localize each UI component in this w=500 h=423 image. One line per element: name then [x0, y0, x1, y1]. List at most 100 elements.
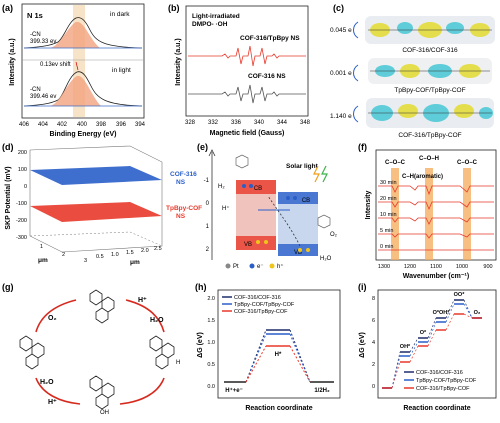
panel-e-yticks: -1 0 1 2 [204, 178, 210, 253]
panel-f-letter: (f) [358, 142, 367, 152]
panel-h-ylabel: ΔG (eV) [197, 332, 204, 358]
panel-a-xtick: 404 [38, 122, 49, 128]
panel-h-state-mid: H* [275, 352, 282, 358]
panel-f-xticks: 1300 1200 1100 1000 900 [378, 264, 493, 270]
panel-i-legend: COF-316/COF-316 TpBpy-COF/TpBpy-COF COF-… [404, 370, 477, 392]
panel-a-xticks: 406 404 402 400 398 396 394 [19, 122, 146, 128]
panel-f-time-label: 30 min [380, 180, 397, 186]
panel-g-hplus-2: H⁺ [48, 399, 57, 406]
panel-d-ztick: 100 [18, 167, 27, 173]
panel-g-h2o-1: H₂O [150, 317, 164, 324]
panel-i-xlabel: Reaction coordinate [403, 405, 470, 412]
panel-h: (h) COF-316/COF-316 TpBpy-COF/TpBpy-COF … [195, 282, 341, 412]
panel-e-ytick: 2 [206, 247, 210, 253]
panel-e-cb-label-2: CB [302, 198, 310, 204]
panel-d-letter: (d) [2, 142, 14, 152]
panel-g-arrow-1 [35, 299, 77, 333]
panel-f-time-label: 5 min [380, 228, 393, 234]
panel-a-xtick: 406 [19, 122, 30, 128]
panel-g-arrow-4 [119, 377, 165, 405]
panel-i-letter: (i) [358, 282, 367, 292]
panel-f-xlabel: Wavenumber (cm⁻¹) [403, 273, 469, 280]
panel-i-state-labels: OH* O* O*OH* OO* O₂ [400, 292, 481, 350]
panel-i: (i) COF-316/COF-316 TpBpy-COF/TpBpy-COF … [358, 282, 497, 412]
panel-f-peak2: C–O–H [419, 156, 439, 162]
panel-d-xticks: 1 2 3 [40, 244, 87, 264]
panel-e-h-dot [269, 263, 275, 269]
panel-e-legend-e: e⁻ [257, 264, 264, 270]
panel-d-yticks: 0.5 1.0 1.5 2.0 2.5 [96, 246, 162, 260]
panel-d-blue-plane [30, 166, 162, 185]
panel-c-structure-2 [368, 58, 492, 84]
panel-d-ztick: -200 [16, 218, 27, 224]
panel-h-legend-3: COF-316/TpBpy-COF [234, 309, 288, 315]
panel-d-ztick: 0 [24, 184, 27, 190]
panel-i-ytick: 0 [372, 384, 375, 390]
panel-a-shift: 0.13ev shift [40, 62, 71, 68]
panel-a-xlabel: Binding Energy (eV) [50, 131, 117, 138]
panel-b-series2-line [188, 84, 306, 104]
panel-c-label-1: COF-316/COF-316 [402, 47, 458, 54]
panel-h-legend: COF-316/COF-316 TpBpy-COF/TpBpy-COF COF-… [222, 295, 295, 315]
panel-f-xtick: 1000 [456, 264, 468, 270]
panel-a-cn-light: -CN [30, 87, 41, 93]
panel-d-ytick: 0.5 [96, 254, 104, 260]
panel-d-ztick: 200 [18, 150, 27, 156]
panel-c-arrow-3 [353, 105, 359, 123]
panel-b: (b) Light-irradiated DMPO- ·OH COF-316/T… [168, 3, 311, 137]
panel-a-dark-curve [23, 17, 143, 49]
panel-d-ylabel2: μm [130, 259, 140, 266]
panel-c-letter: (c) [333, 3, 344, 13]
panel-f-time-labels: 30 min 20 min 10 min 5 min 0 min [380, 180, 397, 250]
panel-e-electrons [242, 184, 297, 200]
panel-e-legend-h: h⁺ [277, 263, 284, 270]
panel-d-red-label-1: TpBpy-COF [166, 205, 202, 212]
panel-b-title-2: DMPO- ·OH [192, 21, 228, 28]
panel-a-letter: (a) [2, 3, 13, 13]
panel-f: (f) C–O–C C–O–H C–O–C C–H(aromatic) 30 m… [358, 142, 497, 280]
panel-b-series1-line [188, 45, 306, 67]
panel-e-letter: (e) [197, 142, 208, 152]
panel-a-light-energy: 399.46 ev [30, 94, 56, 100]
panel-i-steps-hetero [382, 313, 482, 389]
panel-c-value-2: 0.001 e [330, 70, 352, 77]
panel-a-shift-arrow [75, 61, 79, 71]
panel-i-state: OH* [400, 344, 411, 350]
panel-e-ytick: 0 [206, 201, 210, 207]
panel-f-time-label: 20 min [380, 196, 397, 202]
panel-i-yticks: 8 6 4 2 0 [372, 296, 375, 390]
panel-e-hplus: H⁺ [222, 205, 230, 212]
panel-f-spectrum-10 [378, 217, 494, 225]
panel-f-spectra [378, 185, 494, 251]
panel-h-ytick: 0.5 [207, 362, 215, 368]
panel-c-structure-1 [365, 16, 495, 44]
panel-f-peak3: C–O–C [457, 160, 478, 166]
panel-a-xtick: 394 [135, 122, 146, 128]
panel-d-xlabel: μm [38, 257, 48, 264]
panel-g-molecule-left [19, 335, 45, 370]
panel-e-axis-arrow [208, 149, 216, 157]
panel-d-box [29, 145, 163, 253]
panel-b-xtick: 344 [277, 120, 288, 126]
panel-d-ytick: 1.0 [111, 252, 119, 258]
panel-a-element: N 1s [27, 11, 43, 20]
panel-e-molecule-icon-2 [317, 214, 331, 229]
panel-f-peak-band-3 [463, 168, 471, 260]
panel-b-title-1: Light-irradiated [192, 13, 240, 20]
panel-i-connectors [391, 299, 473, 389]
panel-e: (e) -1 0 1 2 CB VB CB VB Solar li [197, 142, 338, 270]
panel-a-xtick: 396 [116, 122, 127, 128]
panel-f-xtick: 1100 [430, 264, 442, 270]
panel-f-spectrum-30 [378, 185, 494, 196]
panel-f-peak-band-2 [425, 168, 433, 260]
panel-h-frame [217, 289, 341, 399]
panel-b-xlabel: Magnetic field (Gauss) [210, 130, 285, 137]
panel-d-blue-label-2: NS [176, 179, 186, 186]
panel-d-xtick: 3 [84, 258, 87, 264]
panel-d-red-plane [30, 202, 162, 222]
panel-e-ytick: -1 [204, 178, 210, 184]
panel-a-dark-label: in dark [110, 11, 130, 18]
panel-g-molecule-bottom [89, 375, 115, 410]
panel-e-h2o: H₂O [320, 256, 332, 262]
panel-g-cycle-arrows [35, 299, 165, 405]
